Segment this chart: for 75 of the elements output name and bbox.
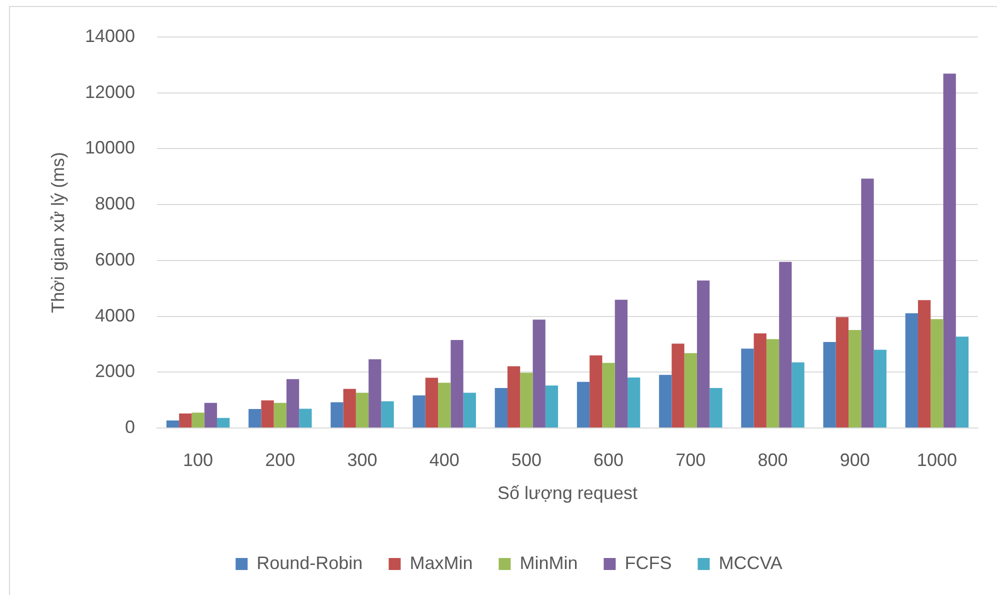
bar [836,317,849,428]
x-tick-label: 100 [183,450,214,470]
y-tick-label: 6000 [94,249,135,270]
bar [166,420,180,428]
bar [792,362,804,428]
legend-label: MinMin [520,552,578,573]
bar [204,402,218,428]
x-tick-label: 800 [758,450,788,470]
x-tick-label: 700 [676,450,706,470]
y-tick-label: 8000 [94,194,135,214]
legend-label: MCCVA [718,552,782,573]
bar [710,388,722,428]
bar [248,409,262,428]
bar [602,362,615,428]
bar [381,401,394,428]
bar [614,300,628,428]
bar [368,359,382,428]
bar [425,378,438,428]
bar [438,382,451,428]
bar [217,418,230,428]
y-axis-title: Thời gian xử lý (ms) [48,152,68,313]
bar [494,388,508,428]
bar [286,379,300,428]
bar [450,340,464,428]
x-tick-label: 300 [347,450,378,470]
bar [905,313,918,428]
y-tick-label: 12000 [84,82,135,102]
bar [779,262,792,428]
x-axis-title: Số lượng request [498,483,638,504]
y-tick-label: 4000 [94,305,135,326]
bar [684,353,697,428]
x-tick-label: 400 [429,450,460,470]
x-tick-label: 500 [511,450,542,470]
bar [696,280,710,428]
x-tick-label: 900 [840,450,870,470]
bar [576,382,590,428]
bar [274,402,286,428]
legend-label: Round-Robin [256,552,363,573]
bar [874,350,886,428]
bar [179,413,192,428]
y-tick-label: 0 [124,416,135,437]
bar [918,300,931,428]
bar [507,366,520,428]
bar [299,408,312,428]
bar [861,178,874,428]
bar [532,320,546,428]
bar [463,392,476,428]
bar [766,339,780,428]
bar [412,395,426,428]
legend-label: MaxMin [410,552,473,573]
bar [343,388,356,428]
bar [545,386,558,428]
x-tick-label: 200 [265,450,296,470]
bar [848,330,862,428]
bar [520,372,533,428]
legend-label: FCFS [624,552,672,573]
bar [330,402,344,428]
bar [192,412,204,428]
bar [754,333,766,428]
y-tick-label: 2000 [94,361,135,382]
bar [356,392,369,428]
bar [672,344,684,428]
x-tick-label: 600 [594,450,624,470]
bar [628,377,640,428]
bar [659,374,672,428]
bar [590,355,602,428]
bar [823,342,836,428]
bar [261,400,274,428]
bar [741,348,754,428]
x-tick-label: 1000 [916,450,957,470]
bar [930,319,944,428]
y-tick-label: 10000 [84,138,135,158]
bar [956,336,969,428]
bar [943,74,956,428]
y-tick-label: 14000 [84,26,135,46]
